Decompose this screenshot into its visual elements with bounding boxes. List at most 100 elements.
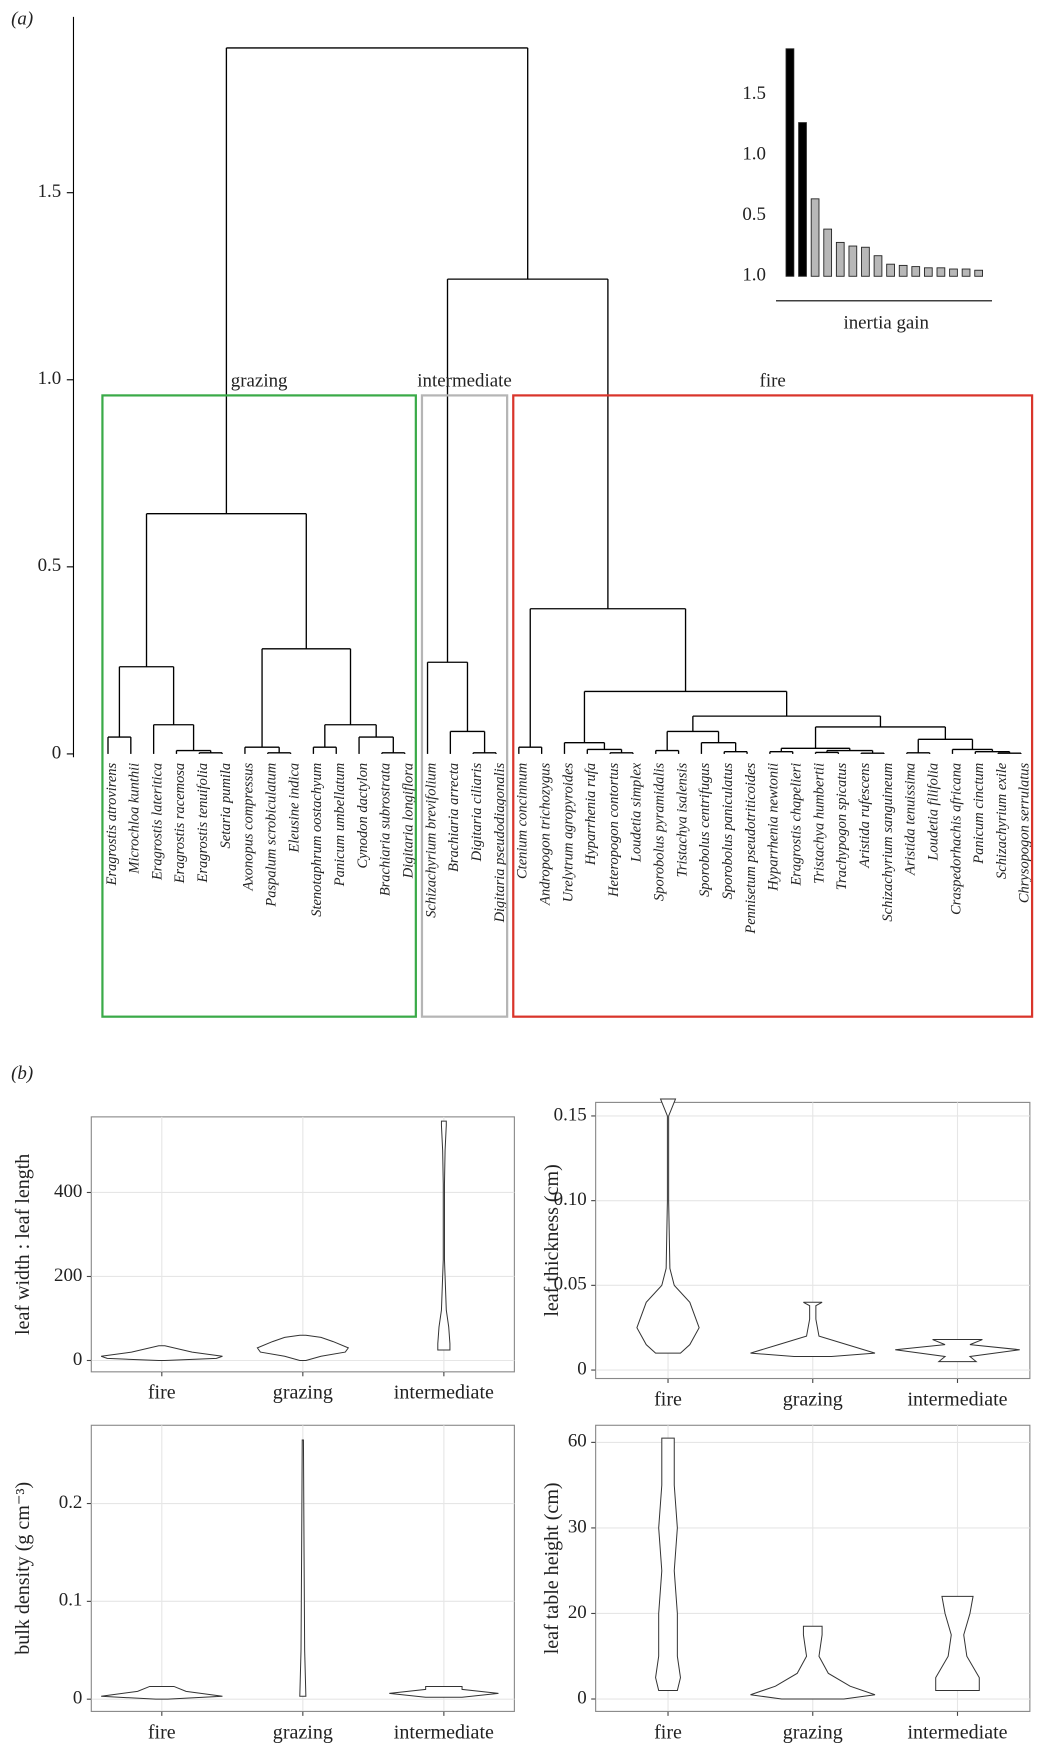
x-tick-label: intermediate	[907, 1721, 1007, 1743]
leaf-label: Stenotaphrum oostachyum	[309, 763, 325, 917]
y-axis-label: leaf thickness (cm)	[541, 1164, 563, 1316]
x-tick-label: grazing	[273, 1721, 333, 1743]
leaf-label: Tristachya humbertii	[811, 763, 827, 884]
y-tick-label: 1.0	[742, 265, 766, 286]
y-tick-label: 0	[52, 742, 61, 763]
leaf-label: Trachypogon spicatus	[834, 762, 850, 890]
y-tick-label: 30	[568, 1516, 587, 1537]
leaf-label: Sporobolus centrifugus	[697, 762, 713, 896]
panel-label: (a)	[11, 9, 33, 30]
y-tick-label: 60	[568, 1431, 587, 1452]
leaf-label: Eragrostis lateritica	[149, 763, 165, 881]
x-axis-label: inertia gain	[843, 312, 929, 333]
x-tick-label: intermediate	[907, 1388, 1007, 1410]
leaf-label: Sporobolus pyramidalis	[652, 762, 668, 901]
leaf-label: Cynodon dactylon	[355, 763, 371, 869]
leaf-label: Hyparrhenia newtonii	[766, 763, 782, 892]
y-tick-label: 200	[54, 1265, 82, 1286]
leaf-label: Panicum umbellatum	[332, 763, 348, 887]
bar	[849, 246, 857, 276]
leaf-label: Schizachyrium exile	[994, 762, 1010, 879]
y-tick-label: 1.5	[742, 83, 766, 104]
x-tick-label: fire	[148, 1382, 176, 1404]
leaf-label: Hyparrhenia rufa	[583, 763, 599, 866]
leaf-label: Eragrostis atrovirens	[104, 762, 120, 886]
leaf-label: Brachiaria arrecta	[446, 763, 462, 872]
group-label: fire	[760, 370, 786, 391]
y-tick-label: 1.0	[742, 144, 766, 165]
y-axis-label: leaf width : leaf length	[12, 1154, 34, 1335]
leaf-label: Eragrostis chapelieri	[789, 763, 805, 887]
leaf-label: Brachiaria subrostrata	[378, 763, 394, 896]
leaf-label: Digitaria ciliaris	[469, 762, 485, 862]
y-tick-label: 0	[577, 1687, 586, 1708]
bar	[975, 270, 983, 276]
leaf-label: Andropogon trichozygus	[537, 762, 553, 906]
bar	[937, 268, 945, 276]
x-tick-label: intermediate	[394, 1721, 494, 1743]
leaf-label: Loudetia filifolia	[925, 763, 941, 862]
y-tick-label: 0	[73, 1688, 82, 1709]
bar	[950, 269, 958, 276]
leaf-label: Paspalum scrobiculatum	[264, 763, 280, 908]
leaf-label: Microchloa kunthii	[127, 763, 143, 875]
bar	[912, 267, 920, 277]
bar	[924, 268, 932, 276]
x-tick-label: grazing	[783, 1721, 843, 1743]
y-tick-label: 0	[577, 1358, 586, 1379]
x-tick-label: intermediate	[394, 1382, 494, 1404]
leaf-label: Eragrostis racemosa	[172, 763, 188, 884]
leaf-label: Pennisetum pseudotriticoides	[743, 762, 759, 934]
bar	[962, 269, 970, 276]
leaf-label: Aristida tenuissima	[903, 763, 919, 876]
leaf-label: Setaria pumila	[218, 763, 234, 849]
leaf-label: Panicum cinctum	[971, 763, 987, 865]
bar	[874, 256, 882, 277]
leaf-label: Schizachyrium brevifolium	[423, 763, 439, 918]
leaf-label: Sporobolus paniculatus	[720, 762, 736, 899]
leaf-label: Chrysopogon serrulatus	[1017, 762, 1033, 903]
y-tick-label: 0	[73, 1349, 82, 1370]
leaf-label: Craspedorhachis africana	[948, 763, 964, 915]
leaf-label: Ctenium concinnum	[515, 763, 531, 879]
x-tick-label: grazing	[783, 1388, 843, 1410]
x-tick-label: fire	[654, 1721, 682, 1743]
leaf-label: Loudetia simplex	[629, 762, 645, 863]
x-tick-label: fire	[654, 1388, 682, 1410]
y-axis-label: leaf table height (cm)	[541, 1482, 563, 1654]
y-tick-label: 400	[54, 1181, 82, 1202]
bar	[899, 265, 907, 276]
leaf-label: Heteropogon contortus	[606, 762, 622, 897]
leaf-label: Digitaria longiflora	[400, 763, 416, 879]
x-tick-label: grazing	[273, 1382, 333, 1404]
leaf-label: Eleusine indica	[286, 763, 302, 854]
y-tick-label: 1.5	[38, 181, 62, 202]
leaf-label: Eragrostis tenuifolia	[195, 763, 211, 884]
bar	[786, 49, 794, 276]
bar	[862, 247, 870, 276]
y-axis-label: bulk density (g cm⁻³)	[12, 1482, 34, 1655]
leaf-label: Digitaria pseudodiagonalis	[492, 762, 508, 923]
leaf-label: Tristachya isalensis	[674, 762, 690, 877]
y-tick-label: 0.2	[59, 1492, 83, 1513]
bar	[799, 123, 807, 277]
bar	[836, 242, 844, 276]
group-label: intermediate	[417, 370, 512, 391]
leaf-label: Schizachyrium sanguineum	[880, 763, 896, 922]
y-tick-label: 0.5	[742, 204, 766, 225]
y-tick-label: 20	[568, 1602, 587, 1623]
y-tick-label: 0.15	[554, 1104, 587, 1125]
y-tick-label: 1.0	[38, 368, 62, 389]
group-label: grazing	[231, 370, 288, 391]
y-tick-label: 0.1	[59, 1590, 83, 1611]
bar	[887, 264, 895, 276]
panel-label: (b)	[11, 1063, 33, 1084]
figure: (a) (b) 0 0.5 1.0 1.5 Eragrostis atrovirens M…	[0, 0, 1041, 1755]
bar	[811, 199, 819, 276]
leaf-label: Aristida rufescens	[857, 762, 873, 868]
leaf-label: Urelytrum agropyroides	[560, 762, 576, 902]
leaf-label: Axonopus compressus	[241, 762, 257, 891]
x-tick-label: fire	[148, 1721, 176, 1743]
y-tick-label: 0.5	[38, 555, 62, 576]
bar	[824, 229, 832, 276]
